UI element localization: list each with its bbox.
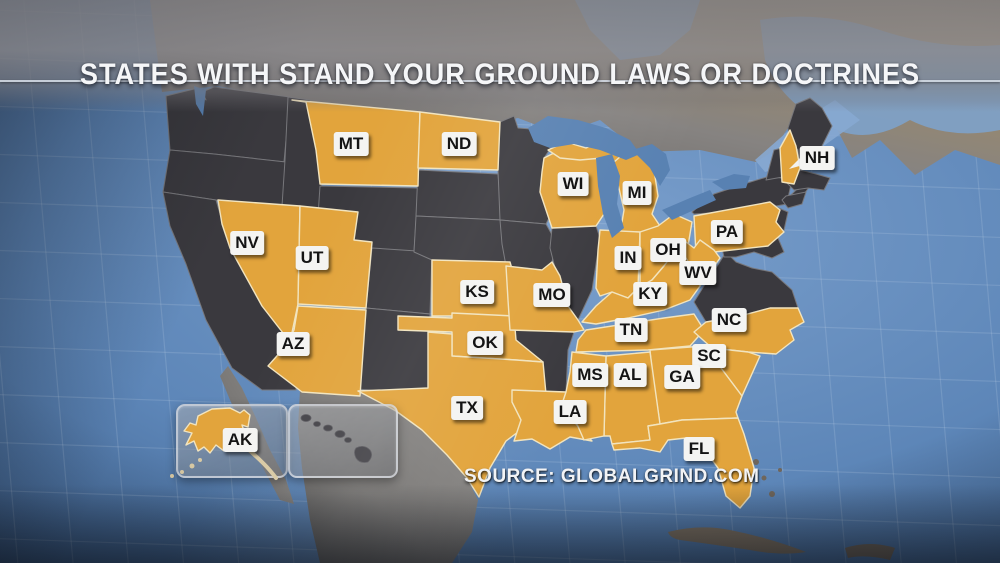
state-nd <box>417 111 501 171</box>
lake-ontario <box>712 174 750 190</box>
state-wi <box>539 149 605 229</box>
source-credit: SOURCE: GLOBALGRIND.COM <box>464 466 760 487</box>
hispaniola-island <box>845 544 895 560</box>
state-in <box>595 229 641 299</box>
state-sd <box>415 169 503 221</box>
hawaii-inset <box>288 404 398 478</box>
hawaii-map <box>300 414 372 463</box>
state-ks <box>431 259 515 317</box>
state-ne <box>413 215 513 263</box>
alaska-map <box>170 407 278 480</box>
state-co <box>365 247 433 315</box>
alaska-inset <box>170 404 288 480</box>
hawaii-islands <box>300 414 372 463</box>
cuba-island <box>668 527 806 554</box>
alaska-panhandle <box>240 442 278 480</box>
state-wa <box>165 86 291 163</box>
state-ak <box>183 407 251 454</box>
